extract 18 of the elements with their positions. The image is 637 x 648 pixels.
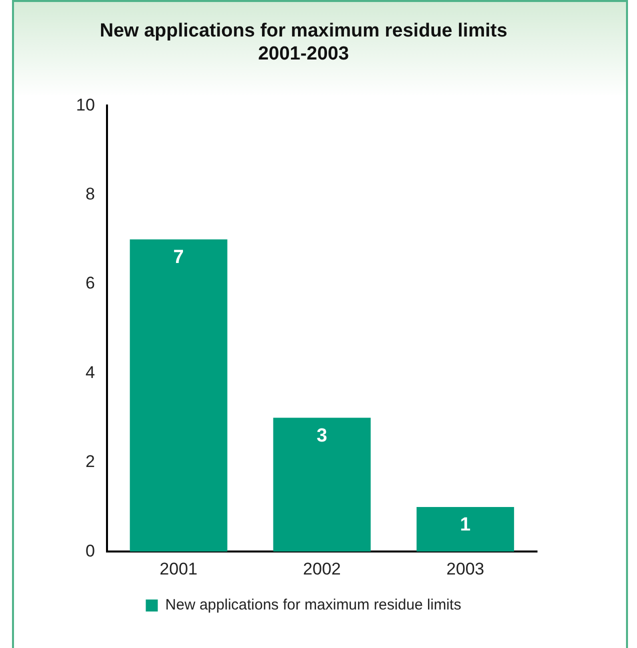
bar	[130, 239, 228, 552]
data-label: 3	[316, 426, 328, 447]
text: New applications for maximum residue limits	[100, 20, 508, 42]
x-tick-label: 2001	[160, 559, 198, 578]
y-tick-label: 4	[85, 362, 95, 382]
bar	[416, 507, 514, 552]
y-tick-label: 2	[85, 452, 95, 472]
x-tick-label: 2002	[303, 559, 341, 578]
text: 2001-2003	[258, 43, 349, 64]
y-tick-label: 8	[85, 184, 95, 204]
y-tick-label: 10	[76, 95, 95, 114]
data-label: 7	[173, 247, 184, 268]
bar	[273, 418, 371, 552]
y-tick-label: 0	[85, 541, 95, 560]
x-tick-label: 2003	[446, 559, 484, 578]
legend-label: New applications for maximum residue limits	[165, 596, 462, 614]
data-label: 1	[460, 514, 472, 536]
y-tick-label: 6	[85, 274, 95, 293]
